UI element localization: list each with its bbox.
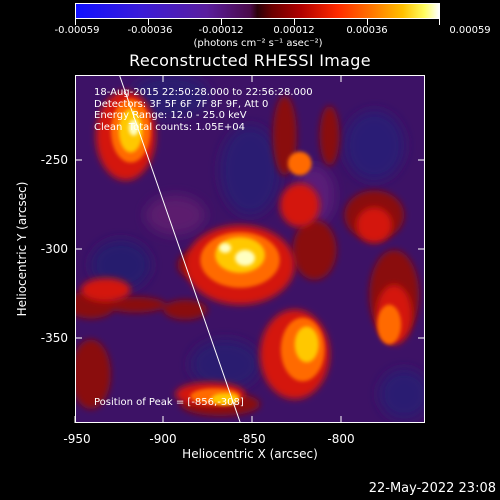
x-tick-label: -950 [63,432,91,446]
timestamp: 22-May-2022 23:08 [368,481,496,496]
colorbar-label: 0.00059 [449,25,491,36]
colorbar-tick [221,19,222,25]
y-tick-label: -250 [40,153,68,167]
x-tick-label: -850 [238,432,266,446]
rhessi-image-plot: 18-Aug-2015 22:50:28.000 to 22:56:28.000… [75,75,425,423]
y-tick-label: -350 [40,331,68,345]
colorbar-tick [148,19,149,25]
info-energy-range: Energy Range: 12.0 - 25.0 keV [94,110,247,122]
x-tick-label: -800 [327,432,355,446]
heatmap [76,76,424,422]
solar-limb-line [119,76,241,422]
colorbar-tick [439,19,440,25]
colorbar-label: 0.00012 [273,25,315,36]
info-time-range: 18-Aug-2015 22:50:28.000 to 22:56:28.000 [94,87,313,98]
y-axis-label: Heliocentric Y (arcsec) [15,181,29,317]
colorbar-unit-label: (photons cm⁻² s⁻¹ asec⁻²) [193,38,323,49]
colorbar-tick [367,19,368,25]
y-tick-label: -300 [40,242,68,256]
peak-position-text: Position of Peak = [-856,-308] [94,397,244,408]
info-detectors: Detectors: 3F 5F 6F 7F 8F 9F, Att 0 [94,98,269,110]
image-title: Reconstructed RHESSI Image [129,51,371,70]
colorbar-label: -0.00059 [54,25,100,36]
info-counts: Clean Total counts: 1.05E+04 [94,121,245,133]
colorbar [75,3,440,19]
colorbar-tick [75,19,76,25]
x-tick-label: -900 [149,432,177,446]
colorbar-tick [294,19,295,25]
colorbar-label: 0.00036 [346,25,388,36]
info-text: 18-Aug-2015 22:50:28.000 to 22:56:28.000… [94,87,313,133]
x-axis-label: Heliocentric X (arcsec) [182,447,318,461]
colorbar-label: -0.00036 [127,25,173,36]
colorbar-label: -0.00012 [198,25,244,36]
